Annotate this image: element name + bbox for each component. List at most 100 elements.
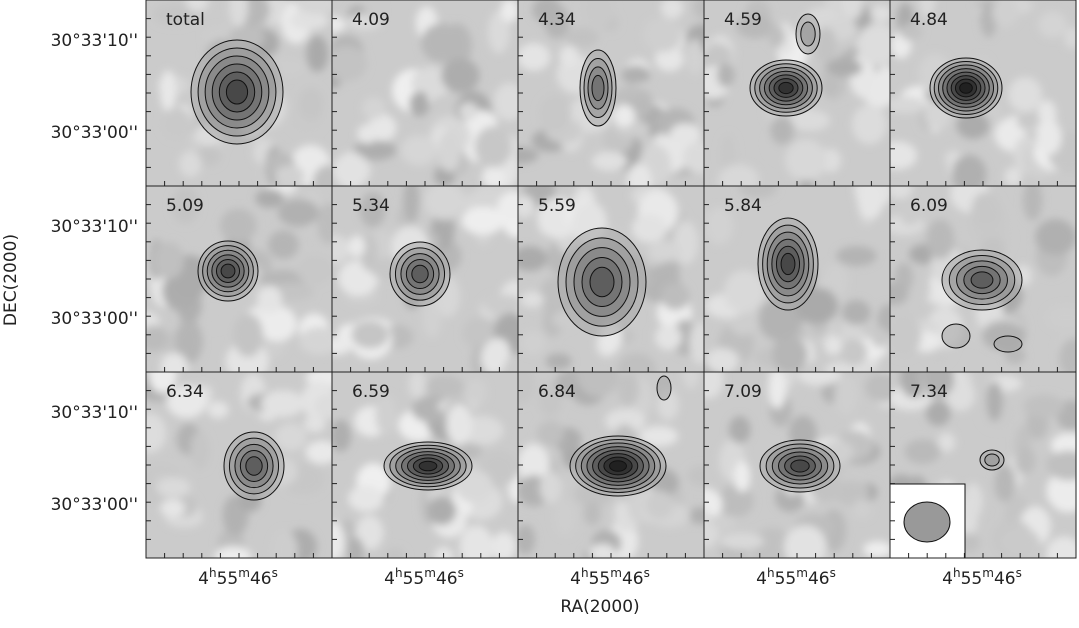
noise-patch xyxy=(877,304,890,336)
panel-image xyxy=(146,186,332,372)
noise-patch xyxy=(937,432,956,452)
noise-patch xyxy=(532,0,562,24)
noise-patch xyxy=(720,533,765,550)
noise-patch xyxy=(565,27,600,47)
noise-patch xyxy=(1046,469,1076,513)
panel-image xyxy=(704,372,890,558)
noise xyxy=(518,0,704,186)
panel-image xyxy=(332,0,518,186)
channel-label: 4.34 xyxy=(538,10,576,30)
unit: h xyxy=(395,566,403,580)
noise-patch xyxy=(459,525,494,558)
noise-patch xyxy=(900,204,921,226)
contour xyxy=(245,456,263,476)
noise-patch xyxy=(682,141,704,174)
noise-patch xyxy=(1059,337,1076,372)
channel-label: 7.09 xyxy=(724,382,762,402)
panel-image xyxy=(332,186,518,372)
noise-patch xyxy=(481,167,506,186)
noise-patch xyxy=(704,372,724,399)
noise-patch xyxy=(971,191,1002,228)
panel: 6.09 xyxy=(889,185,1077,373)
noise-patch xyxy=(639,425,679,447)
noise-patch xyxy=(826,58,863,77)
noise-patch xyxy=(461,206,505,235)
noise-patch xyxy=(751,527,793,558)
noise-patch xyxy=(1004,167,1022,186)
unit: s xyxy=(272,566,278,580)
channel-label: total xyxy=(166,10,205,30)
noise-patch xyxy=(994,464,1016,503)
noise-patch xyxy=(400,135,438,166)
noise-patch xyxy=(963,483,983,519)
noise-patch xyxy=(856,23,890,66)
panel-image xyxy=(518,372,704,558)
noise-patch xyxy=(660,0,684,19)
noise-patch xyxy=(704,207,734,245)
noise-patch xyxy=(160,499,186,517)
noise-patch xyxy=(483,294,518,315)
noise-patch xyxy=(890,96,926,114)
noise-patch xyxy=(686,465,704,487)
number: 4 xyxy=(384,569,395,589)
y-tick-label: 30°33'00'' xyxy=(51,309,138,329)
channel-label: 5.59 xyxy=(538,196,576,216)
panel: 5.84 xyxy=(703,185,891,373)
noise-patch xyxy=(190,431,210,470)
noise-patch xyxy=(992,0,1019,28)
noise-patch xyxy=(146,325,168,352)
noise-patch xyxy=(682,372,700,389)
noise-patch xyxy=(582,0,615,28)
noise-patch xyxy=(207,401,229,419)
contour xyxy=(589,266,615,298)
noise-patch xyxy=(214,546,252,558)
noise-patch xyxy=(945,379,976,412)
noise-patch xyxy=(299,327,332,355)
noise-patch xyxy=(899,372,927,398)
noise-patch xyxy=(890,313,922,358)
noise-patch xyxy=(841,0,861,19)
noise-patch xyxy=(864,372,890,403)
noise-patch xyxy=(986,381,1003,422)
noise-patch xyxy=(171,186,200,224)
noise-patch xyxy=(735,13,774,39)
noise-patch xyxy=(539,471,562,504)
contour xyxy=(609,460,627,472)
contour xyxy=(780,252,796,276)
unit: m xyxy=(424,566,436,580)
noise-patch xyxy=(591,151,628,171)
noise-patch xyxy=(384,547,406,558)
contour xyxy=(800,21,816,47)
contour xyxy=(941,323,971,349)
noise-patch xyxy=(518,246,548,272)
noise-patch xyxy=(689,321,704,365)
contour xyxy=(225,79,249,105)
noise-patch xyxy=(166,385,207,418)
noise-patch xyxy=(785,139,827,181)
contour xyxy=(591,74,605,102)
noise-patch xyxy=(403,186,420,222)
number: 4 xyxy=(942,569,953,589)
noise-patch xyxy=(303,415,326,433)
number: 4 xyxy=(198,569,209,589)
panel: total xyxy=(145,0,333,187)
noise-patch xyxy=(258,305,297,342)
panel-image xyxy=(146,372,332,558)
noise-patch xyxy=(661,282,690,310)
y-tick-label: 30°33'10'' xyxy=(51,217,138,237)
noise-patch xyxy=(347,537,365,558)
panel-image xyxy=(890,186,1076,372)
unit: m xyxy=(796,566,808,580)
panel: 6.59 xyxy=(331,371,519,559)
noise-patch xyxy=(545,353,572,370)
unit: m xyxy=(238,566,250,580)
noise-patch xyxy=(863,541,890,558)
noise-patch xyxy=(518,195,535,218)
channel-label: 7.34 xyxy=(910,382,948,402)
noise-patch xyxy=(643,16,682,53)
noise-patch xyxy=(427,496,457,526)
noise-patch xyxy=(219,208,257,243)
noise-patch xyxy=(518,443,550,484)
noise-patch xyxy=(1064,26,1076,49)
